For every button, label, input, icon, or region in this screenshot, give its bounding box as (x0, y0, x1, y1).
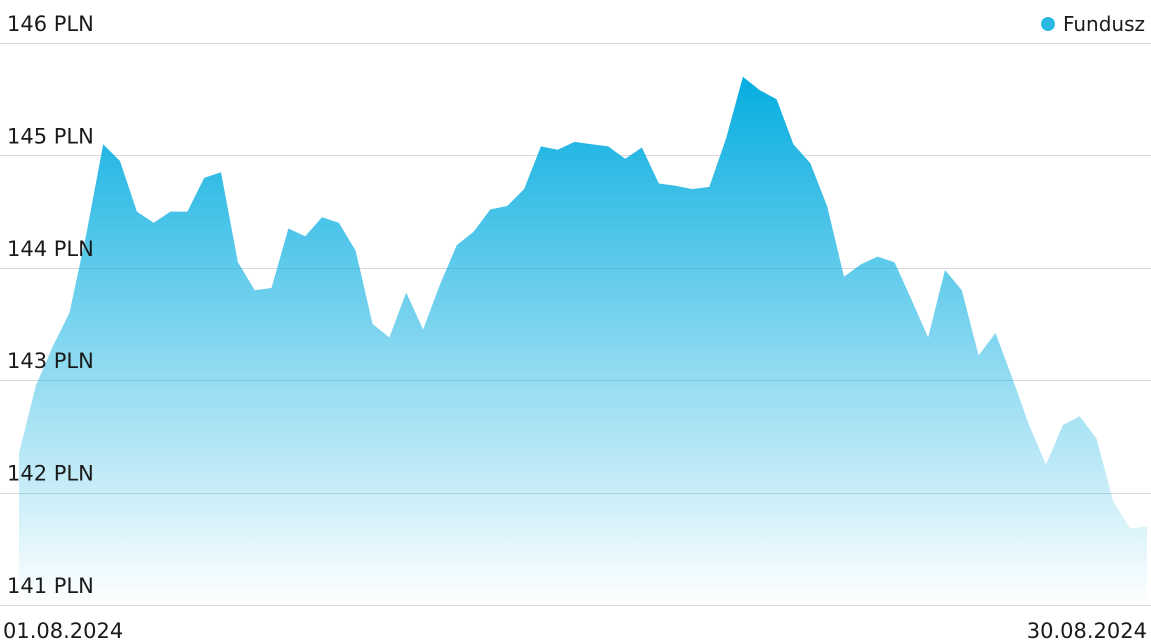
legend-swatch-icon (1041, 17, 1055, 31)
x-tick-label-start: 01.08.2024 (3, 619, 123, 643)
legend: Fundusz (1041, 12, 1145, 36)
y-tick-label-141: 141 PLN (7, 574, 94, 598)
y-tick-label-142: 142 PLN (7, 462, 94, 486)
legend-label-fundusz: Fundusz (1063, 12, 1145, 36)
y-tick-label-146: 146 PLN (7, 12, 94, 36)
y-tick-label-144: 144 PLN (7, 237, 94, 261)
y-tick-label-143: 143 PLN (7, 349, 94, 373)
x-tick-label-end: 30.08.2024 (1027, 619, 1147, 643)
y-tick-label-145: 145 PLN (7, 124, 94, 148)
